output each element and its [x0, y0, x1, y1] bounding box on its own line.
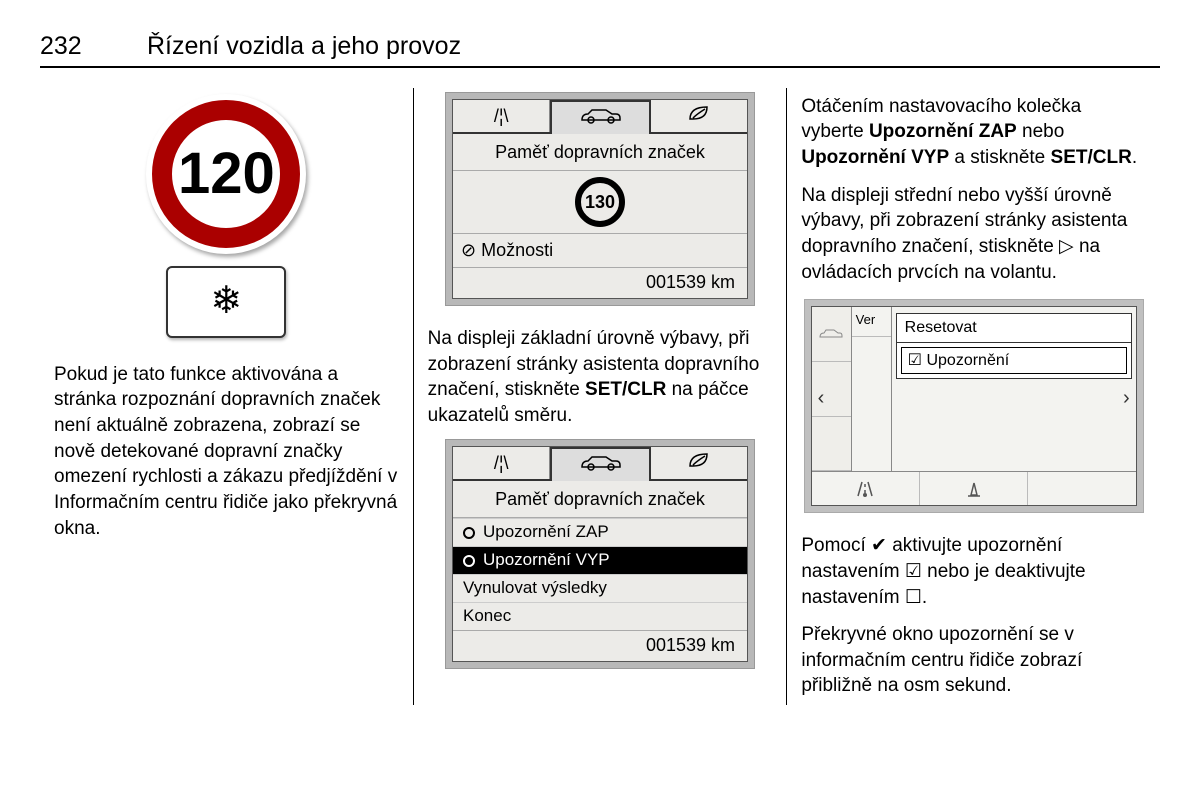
touch-bottom-cone-icon	[920, 472, 1028, 505]
display1-speed-value: 130	[575, 177, 625, 227]
checkbox-icon: ☑	[908, 352, 927, 369]
column-3: Otáčením nastavovacího kolečka vyberte U…	[786, 88, 1160, 705]
page-number: 232	[40, 30, 82, 64]
display2-odometer: 001539 km	[453, 630, 747, 661]
display1-speed-sign: 130	[453, 171, 747, 233]
col3-paragraph-4: Překryvné okno upozornění se v informačn…	[801, 622, 1146, 699]
display2-tabs: /¦\	[453, 447, 747, 481]
col2-paragraph-1: Na displeji základní úrovně výbavy, při …	[428, 326, 773, 429]
column-1: 120 ❄ Pokud je tato funkce aktivována a …	[40, 88, 413, 705]
touch-ver-tab: Ver	[852, 307, 891, 337]
speed-sign-illustration: 120 ❄	[54, 94, 399, 338]
display-tabs: /¦\	[453, 100, 747, 134]
content-columns: 120 ❄ Pokud je tato funkce aktivována a …	[40, 88, 1160, 705]
display1-options-row: ⊘ Možnosti	[453, 233, 747, 266]
speed-limit-value: 120	[178, 135, 275, 213]
display2-option-end: Konec	[453, 602, 747, 630]
touch-notify-option: ☑ Upozornění	[901, 347, 1127, 375]
page-header: 232 Řízení vozidla a jeho provoz	[40, 30, 1160, 68]
column-2: /¦\ Paměť dopravních značek 130 ⊘ Možnos…	[413, 88, 787, 705]
display1-options-label: Možnosti	[481, 240, 553, 260]
tab2-car-icon	[550, 447, 650, 481]
display-screenshot-2: /¦\ Paměť dopravních značek Upozornění Z…	[445, 439, 755, 670]
display-screenshot-1: /¦\ Paměť dopravních značek 130 ⊘ Možnos…	[445, 92, 755, 306]
tab-lane-icon: /¦\	[453, 100, 550, 132]
speed-limit-sign: 120	[146, 94, 306, 254]
display2-option-zap: Upozornění ZAP	[453, 518, 747, 546]
display2-option-vyp: Upozornění VYP	[453, 546, 747, 574]
tab-leaf-icon	[651, 100, 747, 132]
tab-car-icon	[550, 100, 650, 134]
chapter-title: Řízení vozidla a jeho provoz	[147, 30, 461, 64]
tab2-lane-icon: /¦\	[453, 447, 550, 479]
display1-title: Paměť dopravních značek	[453, 134, 747, 171]
snowflake-icon: ❄	[210, 276, 242, 327]
touch-arrow-left-icon: ‹	[818, 385, 825, 412]
touch-reset-title: Resetovat	[897, 314, 1131, 343]
touchscreen-screenshot: Ver ‹ › Resetovat ☑ Upozornění	[804, 299, 1144, 513]
touch-arrow-right-icon: ›	[1123, 385, 1130, 412]
col3-paragraph-1: Otáčením nastavovacího kolečka vyberte U…	[801, 94, 1146, 171]
touch-vertical-tabs: Ver	[852, 307, 892, 471]
display2-title: Paměť dopravních značek	[453, 481, 747, 518]
check-icon: ⊘	[461, 240, 481, 260]
touch-reset-panel: Resetovat ☑ Upozornění	[896, 313, 1132, 379]
display1-odometer: 001539 km	[453, 267, 747, 298]
snow-condition-plate: ❄	[166, 266, 286, 338]
col3-paragraph-3: Pomocí ✔ aktivujte upozornění nastavením…	[801, 533, 1146, 610]
col1-paragraph: Pokud je tato funkce aktivována a stránk…	[54, 362, 399, 541]
display2-option-reset: Vynulovat výsledky	[453, 574, 747, 602]
touch-bottom-bar	[812, 471, 1136, 505]
tab2-leaf-icon	[651, 447, 747, 479]
col3-paragraph-2: Na displeji střední nebo vyšší úrovně vý…	[801, 183, 1146, 286]
touch-side-car-icon	[812, 307, 851, 362]
touch-bottom-lane-icon	[812, 472, 920, 505]
